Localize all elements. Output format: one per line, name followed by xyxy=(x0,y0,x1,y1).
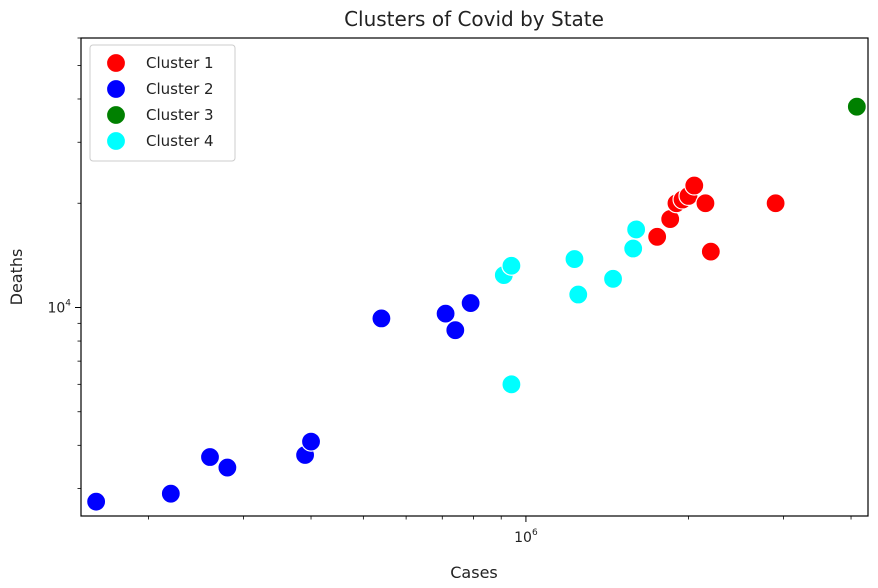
data-point xyxy=(846,96,867,117)
data-point xyxy=(460,292,481,314)
series-cluster-3 xyxy=(846,96,867,117)
series-cluster-1 xyxy=(647,175,786,262)
legend-marker xyxy=(105,130,127,152)
data-point xyxy=(217,457,238,478)
data-point xyxy=(445,320,466,341)
data-point xyxy=(160,483,181,504)
data-point xyxy=(435,303,456,324)
data-point xyxy=(700,241,721,262)
y-axis-label: Deaths xyxy=(7,249,26,306)
data-point xyxy=(501,374,522,395)
legend-marker xyxy=(105,52,127,74)
x-tick-label: 106 xyxy=(514,528,538,546)
legend-marker xyxy=(105,104,127,126)
data-point xyxy=(199,446,221,468)
data-point xyxy=(564,248,585,270)
data-point xyxy=(623,238,644,259)
legend-label: Cluster 3 xyxy=(146,106,214,124)
chart-title: Clusters of Covid by State xyxy=(344,7,604,31)
legend-label: Cluster 4 xyxy=(146,132,214,150)
legend-box xyxy=(89,44,236,162)
data-point xyxy=(371,308,392,329)
legend-marker xyxy=(105,78,127,100)
data-point xyxy=(86,491,107,512)
data-point xyxy=(568,284,589,305)
data-point xyxy=(647,226,668,247)
series-cluster-4 xyxy=(493,219,647,395)
legend-label: Cluster 1 xyxy=(146,54,214,72)
y-tick-label: 104 xyxy=(47,298,71,316)
tick-layer: 106 104 xyxy=(47,37,852,546)
series-cluster-2 xyxy=(86,292,481,512)
data-point xyxy=(695,193,716,214)
data-point xyxy=(626,219,647,240)
data-point xyxy=(501,255,522,276)
x-axis-label: Cases xyxy=(450,563,498,582)
data-point xyxy=(684,175,705,196)
data-point xyxy=(300,431,322,452)
legend: Cluster 1 Cluster 2 Cluster 3 Cluster 4 xyxy=(89,44,236,162)
data-point xyxy=(602,268,624,289)
points-layer xyxy=(86,96,867,512)
data-point xyxy=(765,193,786,214)
legend-label: Cluster 2 xyxy=(146,80,214,98)
